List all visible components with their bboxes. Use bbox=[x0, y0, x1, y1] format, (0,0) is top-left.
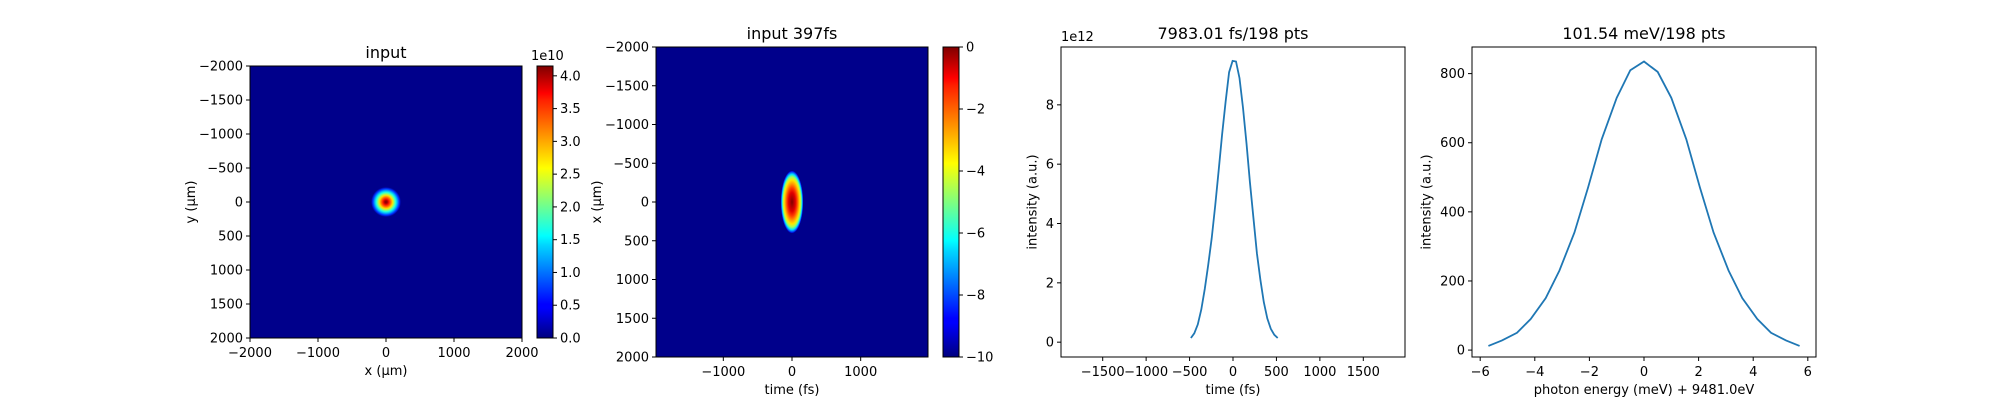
colorbar-exponent: 1e10 bbox=[531, 49, 564, 64]
x-tick-label: 1000 bbox=[844, 365, 877, 380]
colorbar-tick-label: 0.5 bbox=[560, 299, 581, 314]
y-tick-label: 1500 bbox=[210, 298, 243, 313]
x-tick-label: −4 bbox=[1525, 365, 1544, 380]
colorbar-tick-label: 2.0 bbox=[560, 200, 581, 215]
y-tick-label: 0 bbox=[235, 196, 243, 211]
y-tick-label: 600 bbox=[1440, 136, 1465, 151]
x-tick-label: 500 bbox=[1264, 365, 1289, 380]
plot-frame bbox=[1060, 46, 1406, 358]
y-tick-label: 2000 bbox=[616, 351, 649, 366]
y-axis-label: x (μm) bbox=[590, 181, 605, 224]
chart-title: input 397fs bbox=[747, 24, 838, 43]
colorbar: 0.0 0.5 1.0 1.5 2.0 2.5 3.0 3.5 4.0 1e10 bbox=[531, 49, 581, 347]
x-tick-label: −2 bbox=[1580, 365, 1599, 380]
y-tick-label: 800 bbox=[1440, 67, 1465, 82]
colorbar-tick-label: 1.0 bbox=[560, 266, 581, 281]
x-tick-label: 2000 bbox=[505, 346, 538, 361]
y-tick-label: −500 bbox=[207, 162, 243, 177]
y-axis-label: y (μm) bbox=[184, 181, 199, 224]
y-tick-label: 0 bbox=[641, 196, 649, 211]
colorbar-tick-label: −6 bbox=[966, 227, 985, 242]
y-tick-label: −1000 bbox=[199, 128, 243, 143]
colorbar-tick-label: 2.5 bbox=[560, 168, 581, 183]
beam-spot bbox=[780, 170, 804, 234]
colorbar-tick-label: 4.0 bbox=[560, 69, 581, 84]
colorbar-tick-label: −10 bbox=[966, 351, 993, 366]
y-tick-label: −1000 bbox=[605, 118, 649, 133]
y-tick-label: −2000 bbox=[605, 41, 649, 56]
y-tick-label: 0 bbox=[1457, 344, 1465, 359]
y-tick-label: 8 bbox=[1046, 98, 1054, 113]
x-axis-label: photon energy (meV) + 9481.0eV bbox=[1534, 383, 1755, 398]
heatmap-panel: −1000 0 1000 −2000 −1500 −1000 −500 0 500 1000 150… bbox=[590, 41, 929, 398]
y-axis-label: intensity (a.u.) bbox=[1026, 154, 1041, 249]
colorbar-gradient bbox=[942, 46, 960, 358]
beam-spot bbox=[370, 186, 402, 218]
colorbar-tick-label: 0 bbox=[966, 41, 974, 56]
y-tick-label: 500 bbox=[624, 234, 649, 249]
x-tick-label: −1000 bbox=[701, 365, 745, 380]
y-exponent-label: 1e12 bbox=[1061, 30, 1094, 45]
x-tick-label: 0 bbox=[382, 346, 390, 361]
x-tick-label: 1000 bbox=[437, 346, 470, 361]
y-tick-label: 4 bbox=[1046, 217, 1054, 232]
x-tick-label: −1500 bbox=[1081, 365, 1125, 380]
x-tick-label: −1000 bbox=[1124, 365, 1168, 380]
x-tick-label: 4 bbox=[1749, 365, 1757, 380]
y-tick-label: 2 bbox=[1046, 276, 1054, 291]
x-tick-label: 1500 bbox=[1347, 365, 1380, 380]
x-axis-label: x (μm) bbox=[365, 364, 408, 379]
colorbar-tick-label: 1.5 bbox=[560, 233, 581, 248]
series-line bbox=[1488, 60, 1800, 347]
x-tick-label: 6 bbox=[1804, 365, 1812, 380]
x-tick-label: 0 bbox=[1229, 365, 1237, 380]
y-tick-label: 200 bbox=[1440, 274, 1465, 289]
x-tick-label: −500 bbox=[1172, 365, 1208, 380]
y-tick-label: 400 bbox=[1440, 205, 1465, 220]
heatmap-panel: −2000 −1000 0 1000 2000−2000−1500−1000−50005… bbox=[184, 60, 539, 380]
x-tick-label: 2 bbox=[1694, 365, 1702, 380]
y-tick-label: −1500 bbox=[199, 94, 243, 109]
x-tick-label: 1000 bbox=[1303, 365, 1336, 380]
line-panel: −1500 −1000 −500 0 500 1000 1500 0 2 4 6 8 time (fs)… bbox=[1026, 30, 1406, 398]
x-axis-label: time (fs) bbox=[1206, 383, 1261, 398]
x-tick-label: −2000 bbox=[228, 346, 272, 361]
chart-title: 101.54 meV/198 pts bbox=[1562, 24, 1725, 43]
y-tick-label: 1500 bbox=[616, 312, 649, 327]
y-axis-label: intensity (a.u.) bbox=[1420, 154, 1435, 249]
x-tick-label: 0 bbox=[788, 365, 796, 380]
chart-title: input bbox=[365, 43, 406, 62]
y-tick-label: 2000 bbox=[210, 332, 243, 347]
chart-title: 7983.01 fs/198 pts bbox=[1158, 24, 1309, 43]
colorbar-tick-label: −8 bbox=[966, 289, 985, 304]
colorbar: 0 −2 −4 −6 −8 −10 bbox=[942, 41, 993, 366]
x-axis-label: time (fs) bbox=[765, 383, 820, 398]
line-panel: −6 −4 −2 0 2 4 6 0 200 400 600 800 photon energy (me… bbox=[1420, 46, 1817, 398]
colorbar-tick-label: −2 bbox=[966, 103, 985, 118]
colorbar-tick-label: 3.5 bbox=[560, 102, 581, 117]
y-tick-label: 0 bbox=[1046, 336, 1054, 351]
colorbar-gradient bbox=[536, 65, 554, 339]
x-tick-label: 0 bbox=[1640, 365, 1648, 380]
y-tick-label: 1000 bbox=[616, 273, 649, 288]
colorbar-tick-label: 0.0 bbox=[560, 332, 581, 347]
colorbar-tick-label: 3.0 bbox=[560, 135, 581, 150]
y-tick-label: −500 bbox=[613, 157, 649, 172]
colorbar-tick-label: −4 bbox=[966, 165, 985, 180]
series-line bbox=[1190, 59, 1279, 339]
y-tick-label: 6 bbox=[1046, 158, 1054, 173]
y-tick-label: 500 bbox=[218, 230, 243, 245]
y-tick-label: −1500 bbox=[605, 79, 649, 94]
x-tick-label: −6 bbox=[1471, 365, 1490, 380]
y-tick-label: 1000 bbox=[210, 264, 243, 279]
y-tick-label: −2000 bbox=[199, 60, 243, 75]
x-tick-label: −1000 bbox=[296, 346, 340, 361]
plot-frame bbox=[1471, 46, 1817, 358]
